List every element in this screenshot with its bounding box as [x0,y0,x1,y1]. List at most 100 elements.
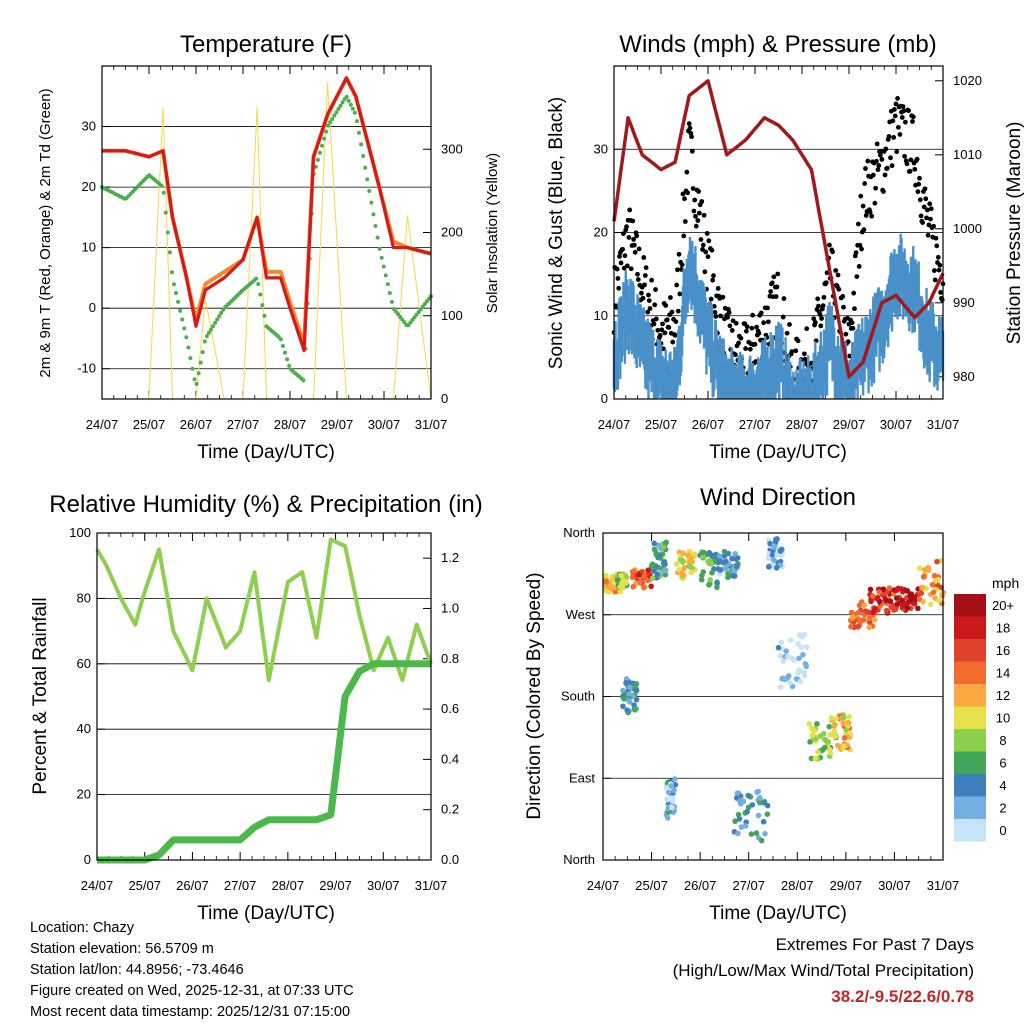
gust-point [720,294,726,300]
x-tick-label: 25/07 [645,417,678,432]
gust-point [682,196,687,202]
wind-mark [898,265,902,316]
direction-point [625,697,632,704]
dewpoint-point [375,235,380,240]
dewpoint-point [373,223,378,228]
direction-point [714,584,720,591]
direction-point [700,549,706,556]
direction-point [787,679,793,686]
direction-point [769,552,776,558]
gust-point [693,213,698,219]
dewpoint-point [256,281,261,286]
direction-point [796,655,802,662]
gust-point [804,326,810,332]
direction-point [861,602,868,609]
direction-point [731,573,738,579]
wind-mark [616,339,620,390]
dewpoint-point [336,107,341,112]
gust-point [936,267,942,273]
x-tick-label: 26/07 [180,417,213,432]
gust-point [727,323,733,329]
direction-point [645,567,651,573]
gust-point [626,235,632,240]
gust-point [712,309,718,315]
dewpoint-point [200,350,205,355]
gust-point [918,213,924,219]
gust-point [756,330,762,336]
dewpoint-point [359,142,364,147]
gust-point [743,346,748,351]
direction-point [664,796,671,803]
gust-point [620,246,626,252]
winds-title: Winds (mph) & Pressure (mb) [619,31,936,58]
direction-point [894,601,901,607]
gust-point [747,346,753,352]
direction-point [833,715,840,722]
direction-point [787,637,794,643]
dewpoint-point [169,270,174,275]
gust-point [775,271,781,277]
wind-mark [704,297,707,348]
winddir-ylabel: Direction (Colored By Speed) [524,572,545,819]
wind-mark [781,327,784,378]
gust-point [718,313,723,319]
temp-2m-line [102,76,432,353]
direction-point [775,644,782,651]
wind-mark [777,321,780,372]
y-tick-label: 40 [77,721,91,736]
gust-point [639,290,644,296]
gust-point [653,287,658,292]
direction-point [745,804,752,811]
gust-point [686,121,692,127]
direction-point [902,600,908,607]
dewpoint-point [204,334,209,339]
gust-point [651,321,657,327]
dewpoint-point [352,110,357,115]
gust-point [768,289,774,294]
gust-point [618,260,624,266]
elevation-text: Station elevation: 56.5709 m [30,941,214,957]
gust-point [917,175,922,181]
wind-mark [693,273,696,324]
wind-mark [861,317,864,368]
legend-label: 20+ [992,598,1014,613]
dewpoint-point [180,317,185,322]
direction-point [808,755,815,762]
dewpoint-point [161,190,166,195]
direction-point [760,818,767,825]
gust-point [922,186,928,192]
gust-point [691,208,697,214]
gust-point [852,306,857,312]
dewpoint-point [320,143,325,148]
dewpoint-point [167,250,172,255]
direction-point [821,744,828,751]
gust-point [700,242,706,248]
gust-point [627,207,633,213]
dewpoint-point [171,282,176,287]
gust-point [821,294,827,300]
gust-point [895,124,901,130]
dewpoint-point [211,324,216,329]
wind-mark [710,305,714,356]
gust-point [908,157,914,163]
winds-y2label: Station Pressure (Maroon) [1004,122,1024,345]
direction-point [841,743,847,749]
x-tick-label: 26/07 [684,878,717,893]
wind-mark [722,338,725,389]
temp-ylabel: 2m & 9m T (Red, Orange) & 2m Td (Green) [37,88,54,377]
direction-point [893,595,900,601]
dewpoint-point [324,129,329,134]
gust-point [680,191,686,197]
direction-point [653,550,659,556]
dewpoint-point [344,94,349,99]
direction-point [649,575,656,581]
gust-point [635,277,641,282]
dewpoint-point [163,210,168,215]
dewpoint-point [206,330,211,335]
direction-point [814,721,820,727]
direction-point [745,792,752,799]
gust-point [674,282,680,288]
y2-tick-label: 990 [953,295,975,310]
direction-point [685,552,691,559]
y2-tick-label: 1.0 [441,600,459,615]
